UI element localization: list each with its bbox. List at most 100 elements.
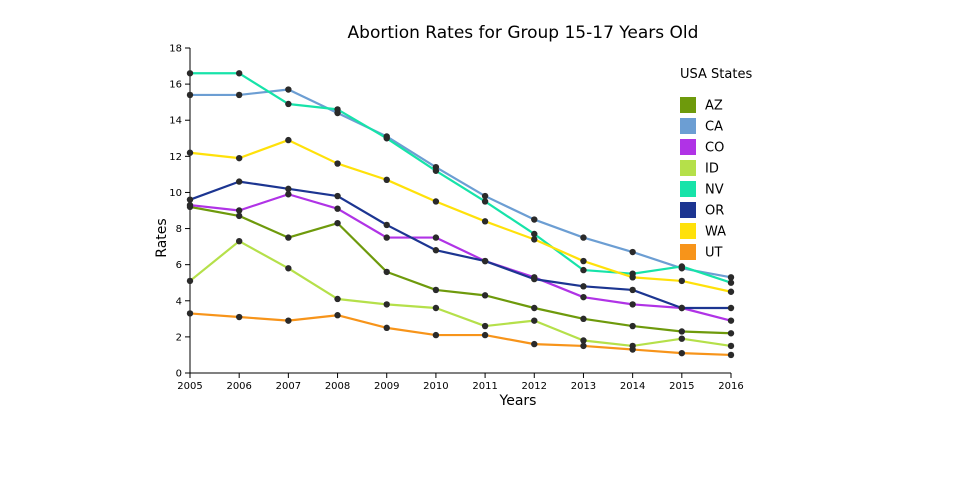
- data-point-az[interactable]: [629, 322, 636, 330]
- data-point-ut[interactable]: [727, 351, 735, 359]
- data-point-nv[interactable]: [383, 135, 390, 142]
- data-point-ut[interactable]: [334, 312, 341, 319]
- data-point-az[interactable]: [727, 330, 735, 337]
- data-point-wa[interactable]: [186, 149, 194, 156]
- data-point-nv[interactable]: [531, 230, 538, 238]
- legend-label-az[interactable]: AZ: [705, 99, 723, 114]
- legend[interactable]: USA States AZ CA CO ID NV OR WA UT: [680, 67, 752, 261]
- data-point-wa[interactable]: [531, 236, 538, 243]
- data-point-id[interactable]: [235, 237, 243, 245]
- data-point-az[interactable]: [678, 328, 686, 335]
- data-point-nv[interactable]: [580, 266, 587, 274]
- data-point-wa[interactable]: [285, 136, 292, 144]
- data-point-wa[interactable]: [383, 176, 390, 184]
- data-point-wa[interactable]: [629, 274, 636, 281]
- data-point-id[interactable]: [481, 322, 489, 330]
- data-point-ca[interactable]: [285, 86, 292, 93]
- data-point-nv[interactable]: [235, 70, 243, 77]
- data-point-or[interactable]: [432, 247, 440, 254]
- data-point-nv[interactable]: [334, 106, 341, 113]
- data-point-nv[interactable]: [481, 198, 489, 205]
- data-point-az[interactable]: [481, 292, 489, 299]
- data-point-id[interactable]: [727, 342, 735, 350]
- legend-label-ca[interactable]: CA: [705, 120, 723, 135]
- data-point-co[interactable]: [727, 317, 735, 324]
- data-point-wa[interactable]: [235, 154, 243, 162]
- data-point-az[interactable]: [432, 286, 440, 294]
- data-point-co[interactable]: [629, 301, 636, 308]
- data-point-az[interactable]: [580, 315, 587, 323]
- data-point-or[interactable]: [481, 257, 489, 265]
- data-point-ut[interactable]: [678, 349, 686, 357]
- x-tick-label: 2008: [325, 381, 350, 392]
- data-point-co[interactable]: [580, 293, 587, 301]
- data-point-ca[interactable]: [580, 234, 587, 241]
- data-point-co[interactable]: [285, 191, 292, 198]
- data-point-co[interactable]: [334, 205, 341, 212]
- data-point-ca[interactable]: [629, 248, 636, 256]
- data-point-id[interactable]: [531, 317, 538, 324]
- data-point-ca[interactable]: [531, 216, 538, 223]
- data-point-ut[interactable]: [432, 331, 440, 339]
- data-point-or[interactable]: [235, 178, 243, 185]
- data-point-or[interactable]: [285, 185, 292, 193]
- legend-label-ut[interactable]: UT: [705, 246, 723, 261]
- data-point-id[interactable]: [678, 335, 686, 342]
- data-point-wa[interactable]: [334, 160, 341, 167]
- data-point-ut[interactable]: [481, 331, 489, 339]
- data-point-ut[interactable]: [531, 340, 538, 348]
- data-point-or[interactable]: [580, 283, 587, 290]
- legend-label-wa[interactable]: WA: [705, 225, 726, 240]
- data-point-ut[interactable]: [235, 313, 243, 321]
- data-point-ca[interactable]: [186, 91, 194, 99]
- data-point-or[interactable]: [727, 304, 735, 312]
- data-point-nv[interactable]: [285, 100, 292, 108]
- data-point-id[interactable]: [580, 337, 587, 344]
- data-point-co[interactable]: [186, 201, 194, 209]
- data-point-or[interactable]: [531, 275, 538, 283]
- legend-label-nv[interactable]: NV: [705, 183, 724, 198]
- data-point-az[interactable]: [531, 304, 538, 312]
- data-point-ut[interactable]: [186, 310, 194, 317]
- legend-swatch-or: [680, 202, 696, 218]
- data-point-ut[interactable]: [285, 317, 292, 324]
- legend-label-id[interactable]: ID: [705, 162, 719, 177]
- data-point-id[interactable]: [432, 304, 440, 312]
- data-point-nv[interactable]: [432, 167, 440, 174]
- data-point-or[interactable]: [334, 192, 341, 200]
- data-point-or[interactable]: [383, 221, 390, 229]
- x-tick-label: 2010: [423, 381, 448, 392]
- data-point-wa[interactable]: [481, 218, 489, 225]
- data-point-ca[interactable]: [235, 91, 243, 99]
- data-point-ut[interactable]: [383, 324, 390, 332]
- data-point-az[interactable]: [285, 234, 292, 241]
- data-point-co[interactable]: [235, 207, 243, 214]
- legend-label-or[interactable]: OR: [705, 204, 724, 219]
- data-point-id[interactable]: [383, 301, 390, 308]
- data-point-az[interactable]: [383, 268, 390, 276]
- data-point-wa[interactable]: [432, 198, 440, 205]
- data-point-id[interactable]: [334, 295, 341, 303]
- data-point-nv[interactable]: [678, 263, 686, 270]
- data-point-wa[interactable]: [580, 257, 587, 265]
- data-point-or[interactable]: [186, 196, 194, 203]
- data-point-az[interactable]: [235, 212, 243, 220]
- data-point-nv[interactable]: [727, 279, 735, 286]
- data-point-az[interactable]: [334, 219, 341, 227]
- data-point-ut[interactable]: [580, 342, 587, 350]
- data-point-wa[interactable]: [727, 288, 735, 295]
- data-point-or[interactable]: [678, 304, 686, 312]
- series-line-az: [189, 205, 732, 335]
- data-point-nv[interactable]: [186, 70, 194, 77]
- legend-label-co[interactable]: CO: [705, 141, 724, 156]
- data-point-id[interactable]: [285, 265, 292, 272]
- data-point-co[interactable]: [383, 234, 390, 241]
- data-point-ca[interactable]: [481, 192, 489, 200]
- data-point-ut[interactable]: [629, 346, 636, 353]
- data-point-or[interactable]: [629, 286, 636, 294]
- data-point-ca[interactable]: [727, 274, 735, 281]
- data-point-wa[interactable]: [678, 277, 686, 285]
- data-point-id[interactable]: [186, 277, 194, 285]
- data-point-co[interactable]: [432, 234, 440, 241]
